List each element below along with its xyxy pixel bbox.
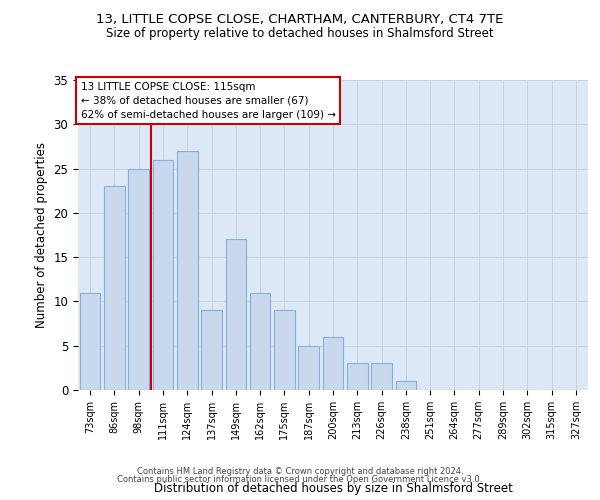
Text: Contains HM Land Registry data © Crown copyright and database right 2024.: Contains HM Land Registry data © Crown c… (137, 467, 463, 476)
Text: 13 LITTLE COPSE CLOSE: 115sqm
← 38% of detached houses are smaller (67)
62% of s: 13 LITTLE COPSE CLOSE: 115sqm ← 38% of d… (80, 82, 335, 120)
Bar (347, 364, 368, 390)
Text: 13, LITTLE COPSE CLOSE, CHARTHAM, CANTERBURY, CT4 7TE: 13, LITTLE COPSE CLOSE, CHARTHAM, CANTER… (97, 12, 503, 26)
Y-axis label: Number of detached properties: Number of detached properties (35, 142, 48, 328)
Bar (104, 186, 125, 390)
Bar (152, 160, 173, 390)
Bar (201, 310, 222, 390)
Bar (371, 364, 392, 390)
Text: Size of property relative to detached houses in Shalmsford Street: Size of property relative to detached ho… (106, 28, 494, 40)
Bar (128, 168, 149, 390)
Bar (80, 292, 100, 390)
Bar (298, 346, 319, 390)
Bar (323, 337, 343, 390)
Bar (274, 310, 295, 390)
Text: Contains public sector information licensed under the Open Government Licence v3: Contains public sector information licen… (118, 475, 482, 484)
Text: Distribution of detached houses by size in Shalmsford Street: Distribution of detached houses by size … (154, 482, 512, 495)
Bar (226, 240, 246, 390)
Bar (177, 151, 197, 390)
Bar (250, 292, 271, 390)
Bar (395, 381, 416, 390)
